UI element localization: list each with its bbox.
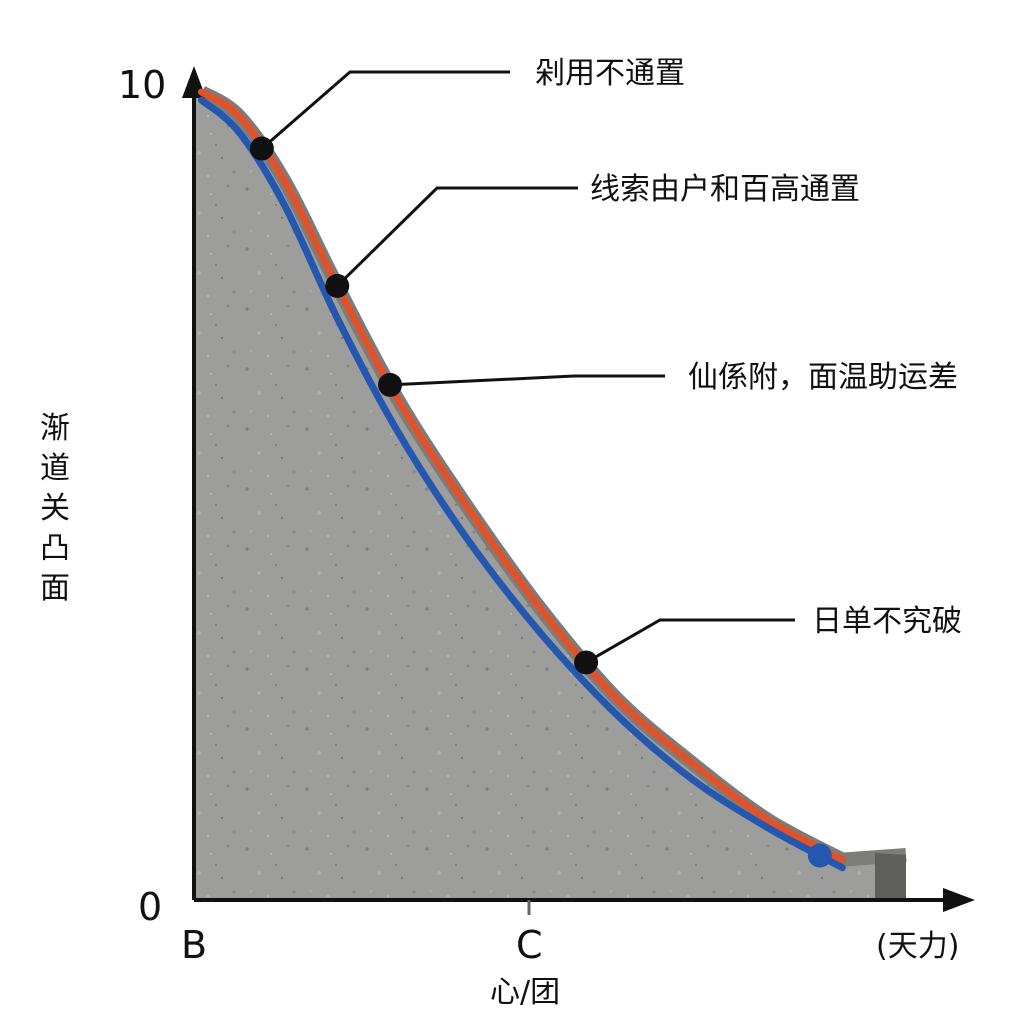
annotation-marker [249, 136, 274, 161]
concrete-side-face [875, 853, 906, 900]
annotation-leader-line [336, 186, 578, 287]
series-layer [198, 88, 846, 872]
annotation-label: 日单不究破 [812, 604, 962, 639]
y-axis-label: 渐道关凸面 [40, 411, 70, 606]
annotation-leader-line [389, 374, 665, 387]
x-tick-label-left: B [181, 923, 207, 967]
annotation-label: 剁用不通置 [535, 56, 685, 91]
data-point-2 [807, 843, 832, 868]
annotation-label: 线索由户和百高通置 [590, 172, 860, 207]
concrete-area [194, 92, 906, 900]
annotation-leader-line [260, 70, 510, 150]
y-tick-label-top: 10 [118, 63, 166, 107]
x-tick-label-mid: C [516, 923, 543, 967]
data-point-1 [378, 372, 403, 397]
y-tick-label-bottom: 0 [138, 885, 162, 929]
x-unit-label: (天力) [876, 929, 959, 964]
series-line-2 [198, 96, 846, 872]
x-axis-label: 心/团 [490, 975, 560, 1010]
series-line-1 [198, 88, 846, 864]
annotation-marker [325, 273, 350, 298]
annotation-marker [574, 650, 599, 675]
x-axis-arrow-icon [943, 888, 975, 912]
annotation-label: 仙係附，面温助运差 [688, 360, 958, 395]
annotation-leader-line [585, 618, 795, 664]
